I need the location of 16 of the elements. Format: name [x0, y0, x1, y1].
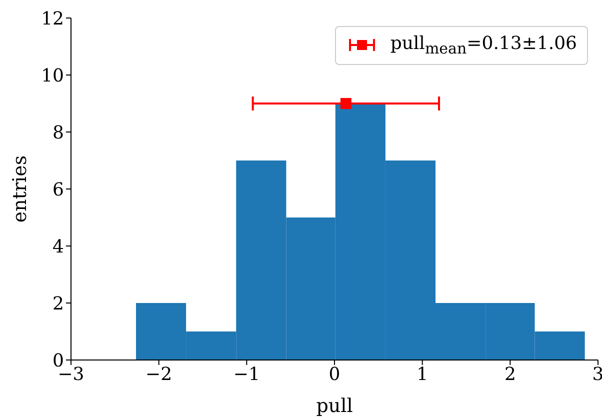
x-tick-label: 0	[328, 364, 340, 385]
x-tick-label: 2	[504, 364, 516, 385]
y-tick-label: 0	[52, 350, 64, 372]
y-tick-label: 12	[41, 8, 64, 30]
x-axis-title: pull	[316, 395, 353, 417]
y-axis-title: entries	[9, 155, 31, 223]
legend-label: pull$_{mean}$=0.13±1.06	[390, 33, 577, 58]
y-tick-label: 2	[52, 293, 64, 314]
x-tick-label: 1	[416, 364, 428, 385]
y-tick-label: 10	[41, 65, 64, 86]
x-tick-label: 3	[592, 364, 602, 385]
x-tick-label: −1	[233, 364, 260, 385]
y-tick-label: 4	[52, 236, 64, 258]
x-tick-label: −2	[146, 364, 172, 385]
y-tick-label: 8	[52, 122, 64, 144]
y-tick-label: 6	[52, 179, 64, 200]
